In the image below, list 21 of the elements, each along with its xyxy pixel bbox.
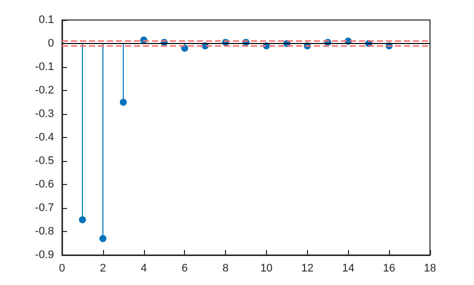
- x-tick-label: 16: [382, 262, 396, 274]
- x-tick-label: 0: [58, 262, 66, 274]
- x-tick-label: 4: [140, 262, 147, 274]
- x-tick-label: 8: [222, 262, 229, 274]
- y-tick-label: 0.1: [38, 14, 54, 26]
- y-tick-label: -0.5: [35, 155, 54, 167]
- y-tick-label: -0.8: [35, 226, 54, 238]
- x-tick-label: 12: [301, 262, 314, 274]
- y-tick-label: -0.1: [35, 61, 54, 73]
- y-tick-label: -0.2: [35, 84, 54, 96]
- x-tick-label: 6: [182, 262, 188, 274]
- y-tick-label: -0.7: [35, 202, 54, 214]
- y-tick-label: -0.6: [35, 178, 54, 190]
- y-tick-label: 0: [48, 38, 54, 50]
- y-tick-label: -0.9: [35, 249, 54, 261]
- x-tick-label: 10: [260, 262, 273, 274]
- x-tick-label: 18: [424, 262, 436, 274]
- y-tick-label: -0.3: [35, 108, 54, 120]
- x-tick-label: 14: [342, 262, 354, 274]
- x-tick-label: 2: [100, 262, 106, 274]
- y-tick-label: -0.4: [35, 132, 54, 144]
